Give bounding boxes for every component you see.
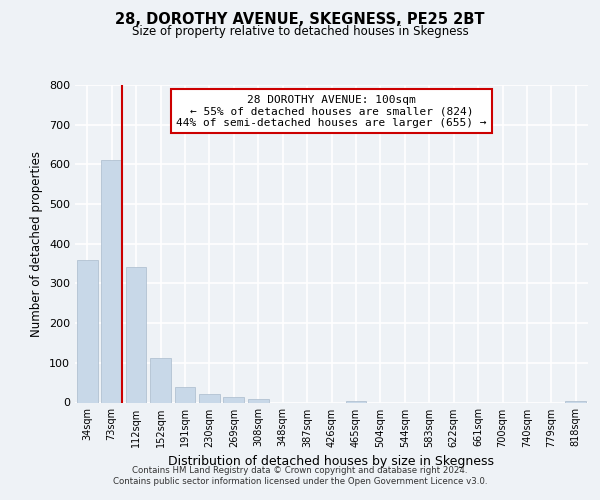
Text: Contains public sector information licensed under the Open Government Licence v3: Contains public sector information licen…	[113, 477, 487, 486]
Bar	[199, 394, 220, 402]
Bar	[223, 397, 244, 402]
Y-axis label: Number of detached properties: Number of detached properties	[31, 151, 43, 337]
Bar	[175, 386, 196, 402]
Bar	[150, 358, 171, 403]
X-axis label: Distribution of detached houses by size in Skegness: Distribution of detached houses by size …	[169, 455, 494, 468]
Bar	[77, 260, 98, 402]
Bar	[346, 400, 367, 402]
Bar	[565, 400, 586, 402]
Text: Contains HM Land Registry data © Crown copyright and database right 2024.: Contains HM Land Registry data © Crown c…	[132, 466, 468, 475]
Text: 28 DOROTHY AVENUE: 100sqm
← 55% of detached houses are smaller (824)
44% of semi: 28 DOROTHY AVENUE: 100sqm ← 55% of detac…	[176, 94, 487, 128]
Bar	[248, 400, 269, 402]
Bar	[101, 160, 122, 402]
Text: Size of property relative to detached houses in Skegness: Size of property relative to detached ho…	[131, 25, 469, 38]
Text: 28, DOROTHY AVENUE, SKEGNESS, PE25 2BT: 28, DOROTHY AVENUE, SKEGNESS, PE25 2BT	[115, 12, 485, 28]
Bar	[125, 267, 146, 402]
